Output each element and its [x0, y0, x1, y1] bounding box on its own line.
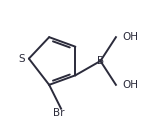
- Text: OH: OH: [122, 80, 138, 90]
- Text: Br: Br: [53, 108, 64, 118]
- Text: S: S: [18, 54, 25, 64]
- Text: B: B: [97, 56, 104, 66]
- Text: OH: OH: [122, 32, 138, 42]
